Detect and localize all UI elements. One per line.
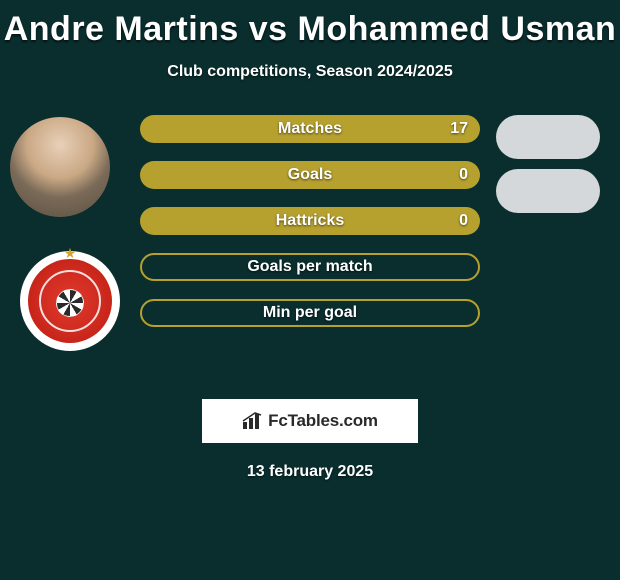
club-badge-inner: ★ (28, 259, 112, 343)
bar-chart-icon (242, 412, 264, 430)
stat-bar-min-per-goal: Min per goal (140, 299, 480, 327)
stat-bar-label: Min per goal (263, 304, 357, 322)
stat-bar-label: Hattricks (276, 212, 344, 230)
stat-bar-value: 17 (450, 120, 468, 138)
stat-bar-label: Goals (288, 166, 332, 184)
player-left-club-badge: ★ (20, 251, 120, 351)
stat-bar-goals-per-match: Goals per match (140, 253, 480, 281)
stat-bars: Matches 17 Goals 0 Hattricks 0 Goals per match… (140, 115, 480, 345)
stat-bar-hattricks: Hattricks 0 (140, 207, 480, 235)
logo-text: FcTables.com (268, 411, 378, 431)
player-right-pill-2 (496, 169, 600, 213)
page-title: Andre Martins vs Mohammed Usman (0, 10, 620, 49)
player-left-avatar (8, 115, 112, 219)
stat-bar-value: 0 (459, 166, 468, 184)
content-area: ★ Matches 17 Goals 0 Hattricks 0 Goals per mat… (0, 121, 620, 381)
page-subtitle: Club competitions, Season 2024/2025 (0, 63, 620, 81)
fctables-logo: FcTables.com (202, 399, 418, 443)
star-icon: ★ (64, 245, 77, 262)
generated-date: 13 february 2025 (0, 463, 620, 481)
stat-bar-goals: Goals 0 (140, 161, 480, 189)
player-right-pill-1 (496, 115, 600, 159)
stat-bar-matches: Matches 17 (140, 115, 480, 143)
stat-bar-label: Goals per match (247, 258, 372, 276)
stat-bar-label: Matches (278, 120, 342, 138)
comparison-card: Andre Martins vs Mohammed Usman Club com… (0, 0, 620, 580)
stat-bar-value: 0 (459, 212, 468, 230)
